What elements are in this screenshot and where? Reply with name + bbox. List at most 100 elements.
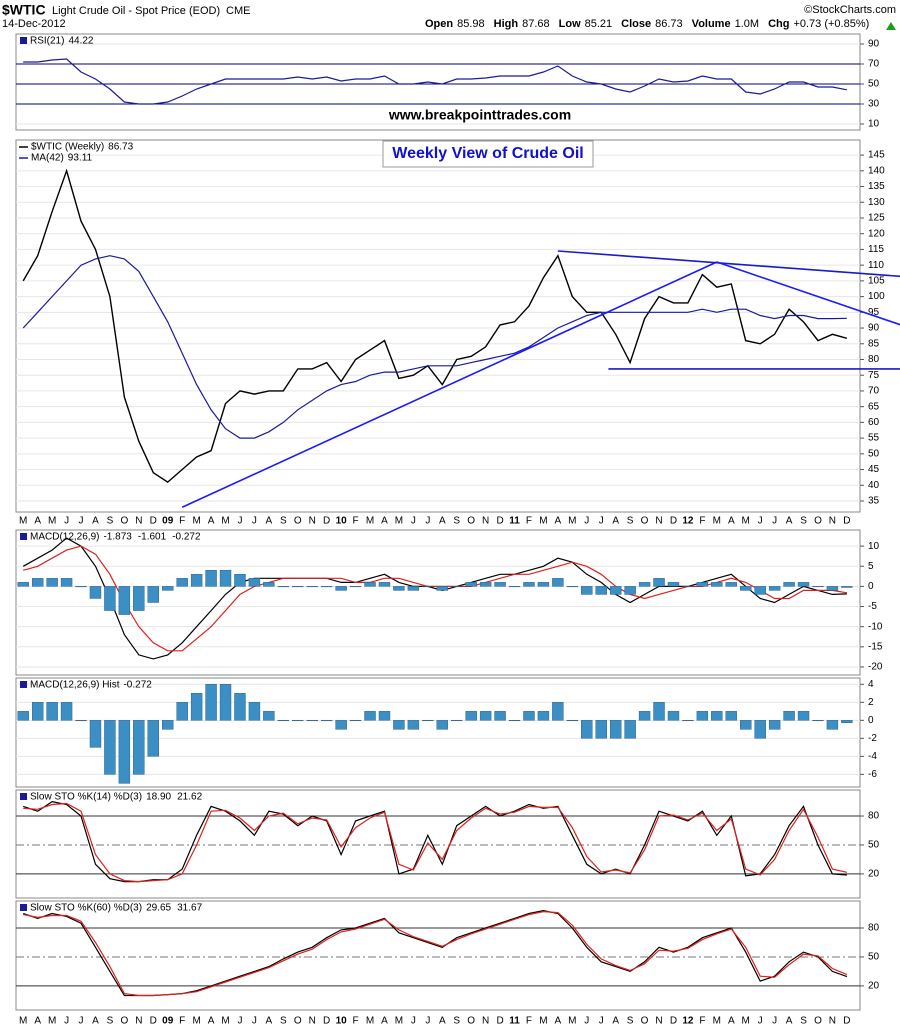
- histogram-bar: [335, 720, 347, 730]
- x-tick-label: M: [395, 1016, 403, 1027]
- x-tick-label: J: [599, 1016, 604, 1027]
- histogram-bar: [292, 720, 304, 722]
- panel-frame: [15, 33, 861, 131]
- x-tick-label: O: [641, 1016, 649, 1027]
- histogram-bar: [364, 711, 376, 721]
- histogram-bar: [624, 720, 636, 739]
- legend-swatch: [20, 793, 27, 800]
- x-tick-label: F: [353, 516, 359, 527]
- histogram-bar: [523, 582, 535, 587]
- x-tick-label: A: [381, 516, 388, 527]
- plot-area: [17, 537, 853, 660]
- y-tick-label: 50: [868, 840, 880, 851]
- histogram-bar: [552, 578, 564, 587]
- x-tick-label: F: [526, 1016, 532, 1027]
- histogram-bar: [234, 574, 246, 587]
- histogram-bar: [46, 578, 58, 587]
- x-tick-label: S: [280, 516, 287, 527]
- x-tick-label: M: [742, 516, 750, 527]
- legend-value: -1.601: [138, 532, 167, 543]
- x-tick-label: J: [772, 516, 777, 527]
- y-tick-label: -6: [868, 769, 877, 780]
- series-line: [23, 910, 848, 997]
- histogram-bar: [826, 720, 839, 730]
- x-tick-label: D: [496, 1016, 503, 1027]
- x-tick-label: N: [135, 516, 142, 527]
- quote-value: 87.68: [522, 18, 550, 30]
- histogram-bar: [219, 570, 232, 587]
- x-tick-label: A: [439, 1016, 446, 1027]
- x-tick-label: A: [266, 516, 273, 527]
- panel-frame: [15, 139, 861, 513]
- x-tick-label: O: [294, 1016, 302, 1027]
- histogram-bar: [638, 711, 651, 721]
- histogram-bar: [147, 720, 159, 757]
- x-tick-label: J: [584, 516, 589, 527]
- x-tick-label: D: [150, 1016, 157, 1027]
- histogram-bar: [768, 586, 781, 591]
- histogram-bar: [711, 711, 723, 721]
- series-line: [22, 537, 847, 660]
- histogram-bar: [581, 720, 593, 739]
- x-tick-label: J: [411, 1016, 416, 1027]
- histogram-bar: [89, 720, 102, 748]
- histogram-bar: [277, 586, 290, 588]
- x-tick-label: J: [411, 516, 416, 527]
- x-tick-label: N: [309, 1016, 316, 1027]
- histogram-bar: [624, 586, 636, 595]
- histogram-bar: [508, 586, 521, 588]
- legend-name: $WTIC (Weekly): [31, 142, 104, 153]
- histogram-bar: [75, 586, 87, 588]
- panel-frame: [15, 789, 861, 899]
- histogram-bar: [104, 720, 116, 775]
- x-tick-label: M: [742, 1016, 750, 1027]
- x-tick-label: F: [353, 1016, 359, 1027]
- y-tick-label: 65: [868, 401, 880, 412]
- y-tick-label: 50: [868, 79, 880, 90]
- histogram-bar: [523, 711, 535, 721]
- y-tick-label: -10: [868, 621, 883, 632]
- x-tick-label: J: [79, 1016, 84, 1027]
- x-tick-label: M: [366, 1016, 374, 1027]
- histogram-bar: [667, 711, 680, 721]
- histogram-bar: [407, 720, 420, 730]
- x-tick-label: J: [584, 1016, 589, 1027]
- x-tick-label: A: [92, 516, 99, 527]
- y-tick-label: 0: [868, 581, 874, 592]
- x-tick-label: A: [34, 1016, 41, 1027]
- histogram-bar: [812, 586, 824, 588]
- y-tick-label: 40: [868, 480, 880, 491]
- histogram-bar: [17, 711, 29, 721]
- y-tick-label: 80: [868, 354, 880, 365]
- histogram-bar: [118, 586, 131, 615]
- x-tick-label: O: [467, 1016, 475, 1027]
- x-tick-label: M: [366, 516, 374, 527]
- histogram-bar: [349, 586, 362, 588]
- histogram-bar: [263, 711, 275, 721]
- y-tick-label: 20: [868, 869, 880, 880]
- legend-value: 93.11: [68, 153, 93, 164]
- histogram-bar: [479, 711, 492, 721]
- y-tick-label: 145: [868, 150, 885, 161]
- x-tick-label: M: [19, 516, 27, 527]
- histogram-bar: [696, 582, 709, 587]
- y-tick-label: -5: [868, 601, 877, 612]
- histogram-bar: [465, 711, 477, 721]
- y-tick-label: 90: [868, 323, 880, 334]
- quote-label: High: [494, 18, 519, 30]
- series-line: [23, 545, 847, 652]
- x-tick-label: M: [192, 516, 200, 527]
- x-tick-label: M: [539, 516, 547, 527]
- y-tick-label: 80: [868, 811, 880, 822]
- trend-line: [557, 250, 900, 278]
- histogram-bar: [306, 586, 318, 588]
- trend-line: [181, 261, 718, 509]
- histogram-bar: [653, 578, 665, 587]
- y-tick-label: 110: [868, 260, 884, 271]
- histogram-bar: [60, 578, 73, 587]
- x-tick-label: M: [221, 1016, 229, 1027]
- quote-label: Close: [621, 18, 651, 30]
- x-tick-label: J: [758, 516, 763, 527]
- x-tick-label: D: [323, 1016, 330, 1027]
